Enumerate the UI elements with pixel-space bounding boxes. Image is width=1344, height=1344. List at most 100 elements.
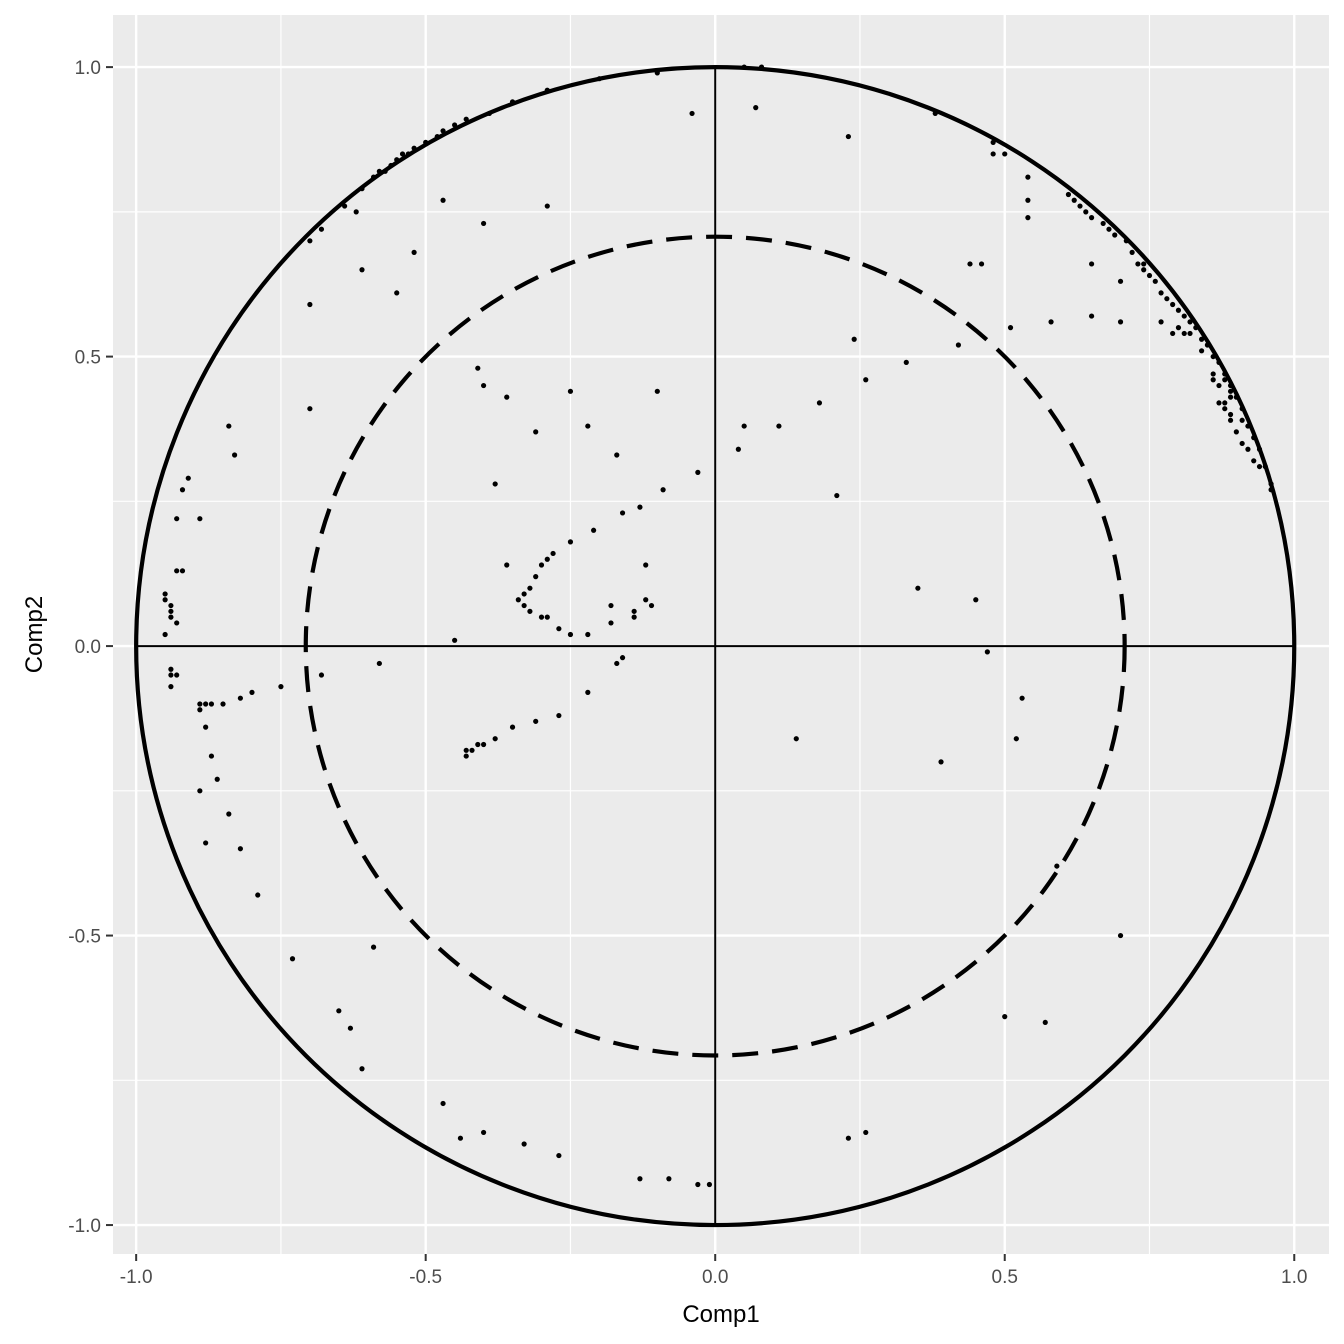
data-point [480, 1129, 487, 1136]
data-point [967, 261, 973, 267]
data-point [1002, 1014, 1008, 1020]
data-point [984, 649, 990, 655]
data-point [1227, 394, 1234, 400]
data-point [903, 359, 909, 365]
data-point [1042, 1019, 1048, 1026]
data-point [753, 105, 759, 111]
data-point [255, 892, 261, 898]
data-point [689, 110, 695, 117]
data-point [411, 145, 417, 151]
data-point [237, 846, 243, 852]
x-axis: -1.0 -0.5 0.0 0.5 1.0 [120, 1254, 1307, 1288]
data-point [1181, 330, 1187, 337]
data-point [168, 672, 174, 678]
data-point [232, 452, 238, 458]
x-tick-label: -0.5 [409, 1267, 442, 1288]
data-point [1025, 197, 1031, 203]
data-point [1013, 736, 1019, 742]
data-point [359, 186, 365, 192]
data-point [660, 487, 666, 493]
data-point [1170, 301, 1176, 308]
data-point [197, 516, 203, 522]
data-point [440, 1100, 446, 1107]
data-point [220, 701, 226, 707]
data-point [475, 365, 481, 371]
data-point [347, 1025, 354, 1031]
data-point [567, 631, 574, 638]
data-point [1256, 463, 1263, 470]
data-point [405, 151, 411, 157]
data-point [533, 574, 539, 580]
data-point [932, 110, 938, 117]
data-point [1083, 209, 1089, 215]
data-point [567, 539, 574, 545]
data-point [394, 157, 400, 163]
data-point [608, 602, 614, 609]
data-point [1158, 290, 1164, 296]
data-point [1251, 435, 1257, 441]
data-point [1227, 417, 1234, 423]
data-point [1222, 371, 1228, 377]
data-point [509, 99, 516, 105]
data-point [515, 597, 521, 603]
data-point [1146, 272, 1153, 279]
data-point [1227, 382, 1234, 389]
data-point [1199, 348, 1205, 354]
data-point [168, 602, 174, 609]
data-point [1216, 400, 1222, 406]
data-point [735, 446, 741, 452]
data-point [741, 423, 747, 429]
data-point [567, 388, 574, 394]
data-point [585, 689, 591, 695]
data-point [776, 423, 782, 429]
data-point [533, 718, 539, 724]
data-point [973, 597, 979, 603]
y-axis-title: Comp2 [21, 596, 48, 673]
data-point [619, 510, 626, 516]
data-point [388, 162, 394, 169]
data-point [591, 527, 597, 533]
data-point [486, 110, 492, 117]
data-points [162, 64, 1274, 1188]
data-point [452, 122, 458, 128]
data-point [203, 724, 209, 730]
data-point [504, 562, 510, 568]
data-point [197, 701, 203, 707]
x-tick-label: 1.0 [1281, 1267, 1307, 1288]
data-point [619, 655, 626, 661]
data-point [307, 406, 313, 412]
data-point [538, 614, 545, 620]
data-point [197, 788, 203, 794]
data-point [654, 388, 660, 394]
data-point [1088, 313, 1095, 319]
data-point [1204, 342, 1210, 348]
data-point [1117, 932, 1124, 939]
data-point [585, 423, 591, 429]
data-point [533, 429, 539, 435]
data-point [480, 382, 487, 389]
data-point [336, 1008, 342, 1014]
data-point [197, 707, 203, 713]
data-point [480, 220, 487, 227]
data-point [1141, 261, 1147, 267]
data-point [648, 602, 655, 609]
y-axis: -1.0 -0.5 0.0 0.5 1.0 [68, 58, 113, 1237]
data-point [440, 128, 446, 134]
x-tick-label: -1.0 [120, 1267, 153, 1288]
data-point [1210, 371, 1216, 377]
data-point [162, 597, 168, 603]
data-point [1077, 203, 1083, 209]
data-point [1239, 440, 1245, 447]
data-point [1181, 313, 1187, 319]
data-point [834, 492, 840, 499]
data-point [1256, 446, 1263, 452]
data-point [863, 377, 869, 383]
y-tick-label: 0.5 [75, 348, 101, 369]
data-point [915, 585, 921, 591]
solid-unit-circle [134, 65, 1297, 1228]
data-point [1227, 411, 1234, 418]
data-point [168, 608, 174, 614]
data-point [631, 614, 637, 620]
data-point [1025, 215, 1031, 221]
data-point [990, 139, 996, 145]
